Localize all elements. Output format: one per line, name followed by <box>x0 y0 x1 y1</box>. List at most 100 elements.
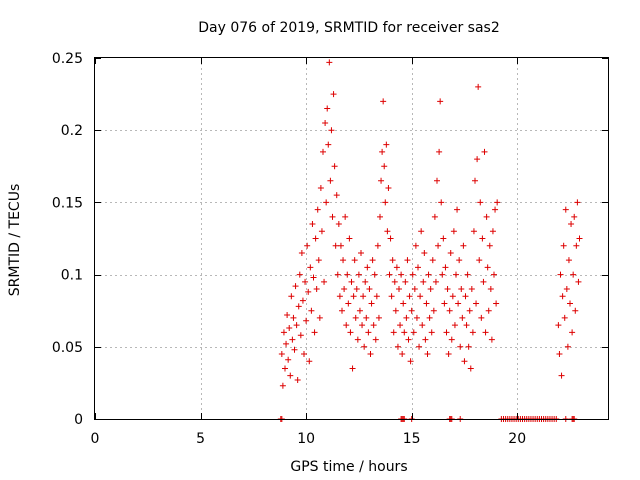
data-point <box>352 314 359 321</box>
data-point <box>485 307 492 314</box>
data-point <box>429 257 436 264</box>
data-point <box>426 314 433 321</box>
data-point <box>407 358 414 365</box>
data-point <box>461 358 468 365</box>
data-point <box>367 351 374 358</box>
y-tick-label: 0 <box>74 412 83 428</box>
data-point <box>388 293 395 300</box>
data-point <box>288 293 295 300</box>
data-point <box>575 278 582 285</box>
data-point <box>301 351 307 358</box>
data-point <box>420 278 427 285</box>
x-tick-label: 0 <box>91 431 100 447</box>
y-axis-label: SRMTID / TECUs <box>7 184 23 297</box>
data-point <box>409 271 416 278</box>
data-point <box>437 98 444 105</box>
data-point <box>435 242 442 249</box>
data-point <box>571 213 578 220</box>
data-point <box>315 257 322 264</box>
data-point <box>573 242 580 249</box>
data-point <box>330 91 337 98</box>
data-point <box>326 59 333 66</box>
data-point <box>358 249 364 256</box>
data-point <box>399 351 406 358</box>
data-point <box>422 336 429 343</box>
data-point <box>462 293 469 300</box>
data-point <box>336 293 343 300</box>
data-point <box>417 293 424 300</box>
data-point <box>279 382 286 389</box>
data-point <box>393 264 400 271</box>
data-point <box>344 271 351 278</box>
data-point <box>441 300 448 307</box>
data-point <box>339 307 345 314</box>
data-point <box>449 293 456 300</box>
data-point <box>453 271 459 278</box>
data-point <box>389 257 396 264</box>
data-point <box>307 264 314 271</box>
data-point <box>369 257 376 264</box>
data-point <box>464 271 471 278</box>
data-point <box>431 213 438 220</box>
data-point <box>460 242 467 249</box>
data-point <box>354 336 361 343</box>
data-point <box>342 213 349 220</box>
data-point <box>436 148 443 155</box>
data-point <box>346 235 353 242</box>
y-tick-labels: 0 0.05 0.1 0.15 0.2 0.25 <box>52 51 83 428</box>
data-point <box>353 286 360 293</box>
data-point <box>280 329 287 336</box>
data-point <box>463 322 470 329</box>
data-point <box>455 300 462 307</box>
data-point <box>413 314 420 321</box>
data-point <box>404 257 411 264</box>
data-point <box>570 271 577 278</box>
data-point <box>323 199 330 206</box>
data-point <box>349 365 356 372</box>
data-point <box>372 336 379 343</box>
data-point <box>308 307 315 314</box>
data-point <box>317 184 324 191</box>
data-point <box>351 257 358 264</box>
data-point <box>427 286 434 293</box>
x-tick-label: 5 <box>196 431 205 447</box>
data-point <box>487 286 494 293</box>
data-point <box>375 314 382 321</box>
data-point <box>292 283 299 290</box>
data-point <box>370 322 377 329</box>
y-tick-label: 0.1 <box>61 268 83 284</box>
data-point <box>331 163 338 170</box>
data-point <box>473 300 480 307</box>
data-point <box>555 322 562 329</box>
x-tick-label: 20 <box>508 431 526 447</box>
data-points <box>277 59 583 422</box>
data-point <box>493 300 500 307</box>
data-point <box>391 278 398 285</box>
data-point <box>430 307 437 314</box>
data-point <box>556 351 563 358</box>
data-point <box>401 329 408 336</box>
plot-frame <box>94 57 609 420</box>
data-point <box>418 228 425 235</box>
data-point <box>438 199 445 206</box>
data-point <box>565 257 572 264</box>
ticks <box>95 58 608 420</box>
data-point <box>576 235 583 242</box>
data-point <box>355 271 362 278</box>
data-point <box>469 329 476 336</box>
data-point <box>558 372 565 379</box>
data-point <box>298 249 305 256</box>
data-point <box>448 336 455 343</box>
data-point <box>459 314 466 321</box>
data-point <box>383 141 390 148</box>
data-point <box>466 307 473 314</box>
data-point <box>325 141 332 148</box>
chart-title: Day 076 of 2019, SRMTID for receiver sas… <box>198 20 500 36</box>
data-point <box>425 271 432 278</box>
data-point <box>445 351 452 358</box>
data-point <box>386 271 393 278</box>
data-point <box>310 274 317 281</box>
data-point <box>329 213 336 220</box>
data-point <box>406 293 413 300</box>
data-point <box>450 228 457 235</box>
